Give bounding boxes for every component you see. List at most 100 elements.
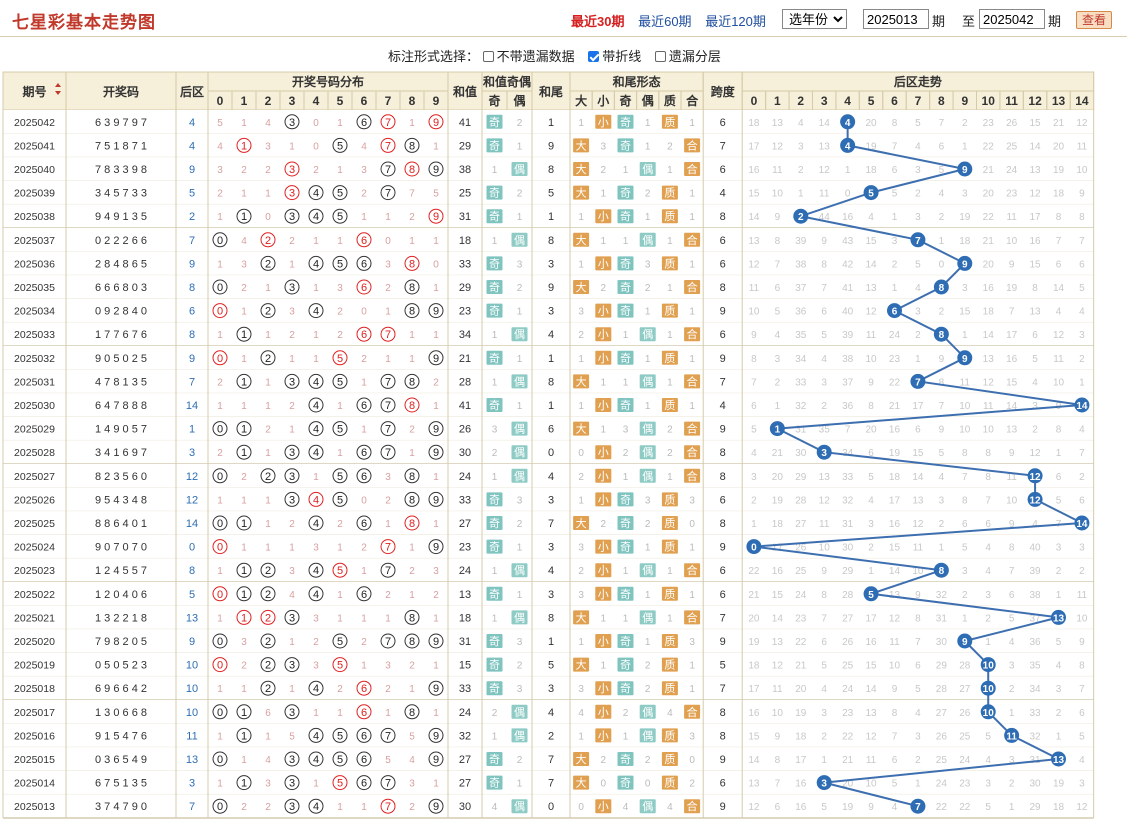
oe-omission: 1 bbox=[517, 779, 523, 790]
trend-omission: 12 bbox=[819, 165, 831, 176]
issue-cell: 2025017 bbox=[14, 707, 55, 719]
form-box-label: 奇 bbox=[620, 187, 631, 200]
trend-omission: 4 bbox=[798, 118, 804, 129]
back-number: 6 bbox=[189, 306, 195, 318]
dist-ball bbox=[284, 208, 300, 224]
period-120-link[interactable]: 最近120期 bbox=[705, 14, 766, 29]
dist-ball bbox=[428, 751, 444, 767]
from-issue-input[interactable] bbox=[863, 9, 929, 29]
tail-cell: 0 bbox=[548, 801, 554, 813]
dist-ball-number: 9 bbox=[433, 424, 439, 436]
form-omission: 0 bbox=[689, 519, 695, 530]
form-box bbox=[684, 799, 701, 814]
trend-omission: 31 bbox=[795, 425, 807, 436]
dist-omission: 1 bbox=[337, 118, 343, 129]
option-omission-layer[interactable]: 遗漏分层 bbox=[654, 49, 721, 64]
dist-ball-number: 5 bbox=[337, 353, 343, 365]
trend-omission: 8 bbox=[1079, 212, 1085, 223]
back-number: 0 bbox=[189, 542, 195, 554]
form-box bbox=[684, 327, 701, 342]
tail-cell: 0 bbox=[548, 447, 554, 459]
period-60-link[interactable]: 最近60期 bbox=[638, 14, 692, 29]
span-cell: 7 bbox=[720, 376, 726, 388]
form-box-label: 奇 bbox=[620, 305, 631, 318]
dist-ball-number: 0 bbox=[217, 235, 223, 247]
dist-omission: 2 bbox=[313, 637, 319, 648]
form-box-label: 小 bbox=[598, 706, 609, 719]
dist-ball bbox=[428, 444, 444, 460]
trend-omission: 21 bbox=[983, 165, 995, 176]
dist-omission: 2 bbox=[361, 189, 367, 200]
checkbox-icon[interactable] bbox=[482, 51, 494, 62]
win-numbers: 1 3 0 6 6 8 bbox=[95, 707, 147, 719]
dist-sub: 4 bbox=[313, 94, 320, 108]
dist-ball bbox=[428, 633, 444, 649]
option-polyline[interactable]: 带折线 bbox=[588, 49, 641, 64]
dist-omission: 1 bbox=[241, 189, 247, 200]
period-30-link[interactable]: 最近30期 bbox=[571, 14, 625, 29]
oe-omission: 1 bbox=[492, 613, 498, 624]
trend-omission: 13 bbox=[866, 283, 878, 294]
checkbox-checked-icon[interactable] bbox=[588, 51, 600, 62]
dist-omission: 3 bbox=[217, 165, 223, 176]
dist-ball bbox=[212, 515, 228, 531]
trend-omission: 20 bbox=[842, 779, 854, 790]
dist-ball bbox=[356, 704, 372, 720]
form-omission: 0 bbox=[578, 448, 584, 459]
oe-omission: 1 bbox=[517, 354, 523, 365]
form-box bbox=[661, 398, 678, 412]
tail-cell: 1 bbox=[548, 211, 554, 223]
dist-ball-number: 7 bbox=[385, 565, 391, 577]
trend-omission: 8 bbox=[821, 259, 827, 270]
trend-omission: 12 bbox=[772, 141, 784, 152]
dist-omission: 2 bbox=[385, 495, 391, 506]
dist-omission: 6 bbox=[265, 708, 271, 719]
trend-omission: 3 bbox=[1009, 661, 1015, 672]
dist-ball bbox=[332, 562, 348, 578]
trend-omission: 12 bbox=[1076, 802, 1088, 813]
form-box-label: 大 bbox=[576, 610, 587, 624]
form-box-label: 小 bbox=[598, 635, 609, 648]
dist-ball bbox=[356, 680, 372, 696]
trend-omission: 1 bbox=[1056, 590, 1062, 601]
to-issue-input[interactable] bbox=[979, 9, 1045, 29]
issue-cell: 2025034 bbox=[14, 306, 55, 318]
view-button[interactable]: 查看 bbox=[1076, 11, 1112, 29]
trend-omission: 21 bbox=[1053, 118, 1065, 129]
dist-omission: 1 bbox=[241, 543, 247, 554]
trend-omission: 7 bbox=[892, 141, 898, 152]
oe-odd-box-label: 奇 bbox=[489, 139, 500, 152]
trend-sub: 11 bbox=[1005, 94, 1018, 108]
option-no-omission[interactable]: 不带遗漏数据 bbox=[482, 49, 575, 64]
dist-ball-number: 5 bbox=[337, 730, 343, 742]
oe-odd-box-label: 奇 bbox=[489, 588, 500, 601]
dist-ball bbox=[284, 609, 300, 625]
tail-cell: 4 bbox=[548, 471, 554, 483]
form-omission: 1 bbox=[645, 118, 651, 129]
dist-ball bbox=[212, 586, 228, 602]
trend-omission: 4 bbox=[751, 448, 757, 459]
trend-omission: 19 bbox=[1006, 283, 1018, 294]
trend-omission: 17 bbox=[1030, 212, 1042, 223]
trend-omission: 28 bbox=[842, 590, 854, 601]
span-cell: 5 bbox=[720, 660, 726, 672]
sum-cell: 29 bbox=[459, 282, 471, 294]
form-box bbox=[639, 610, 656, 625]
checkbox-icon[interactable] bbox=[654, 51, 666, 62]
form-omission: 1 bbox=[623, 566, 629, 577]
trend-omission: 2 bbox=[1056, 708, 1062, 719]
form-omission: 1 bbox=[601, 189, 607, 200]
trend-omission: 19 bbox=[866, 141, 878, 152]
dist-ball-number: 0 bbox=[217, 471, 223, 483]
trend-omission: 18 bbox=[748, 661, 760, 672]
form-omission: 2 bbox=[645, 519, 651, 530]
form-box bbox=[617, 516, 634, 530]
table-row bbox=[3, 558, 1094, 582]
form-omission: 1 bbox=[601, 236, 607, 247]
form-box bbox=[617, 280, 634, 294]
trend-omission: 6 bbox=[985, 519, 991, 530]
year-select[interactable]: 选年份 bbox=[782, 9, 847, 29]
dist-omission: 1 bbox=[289, 354, 295, 365]
dist-omission: 1 bbox=[313, 708, 319, 719]
dist-ball bbox=[404, 491, 420, 507]
